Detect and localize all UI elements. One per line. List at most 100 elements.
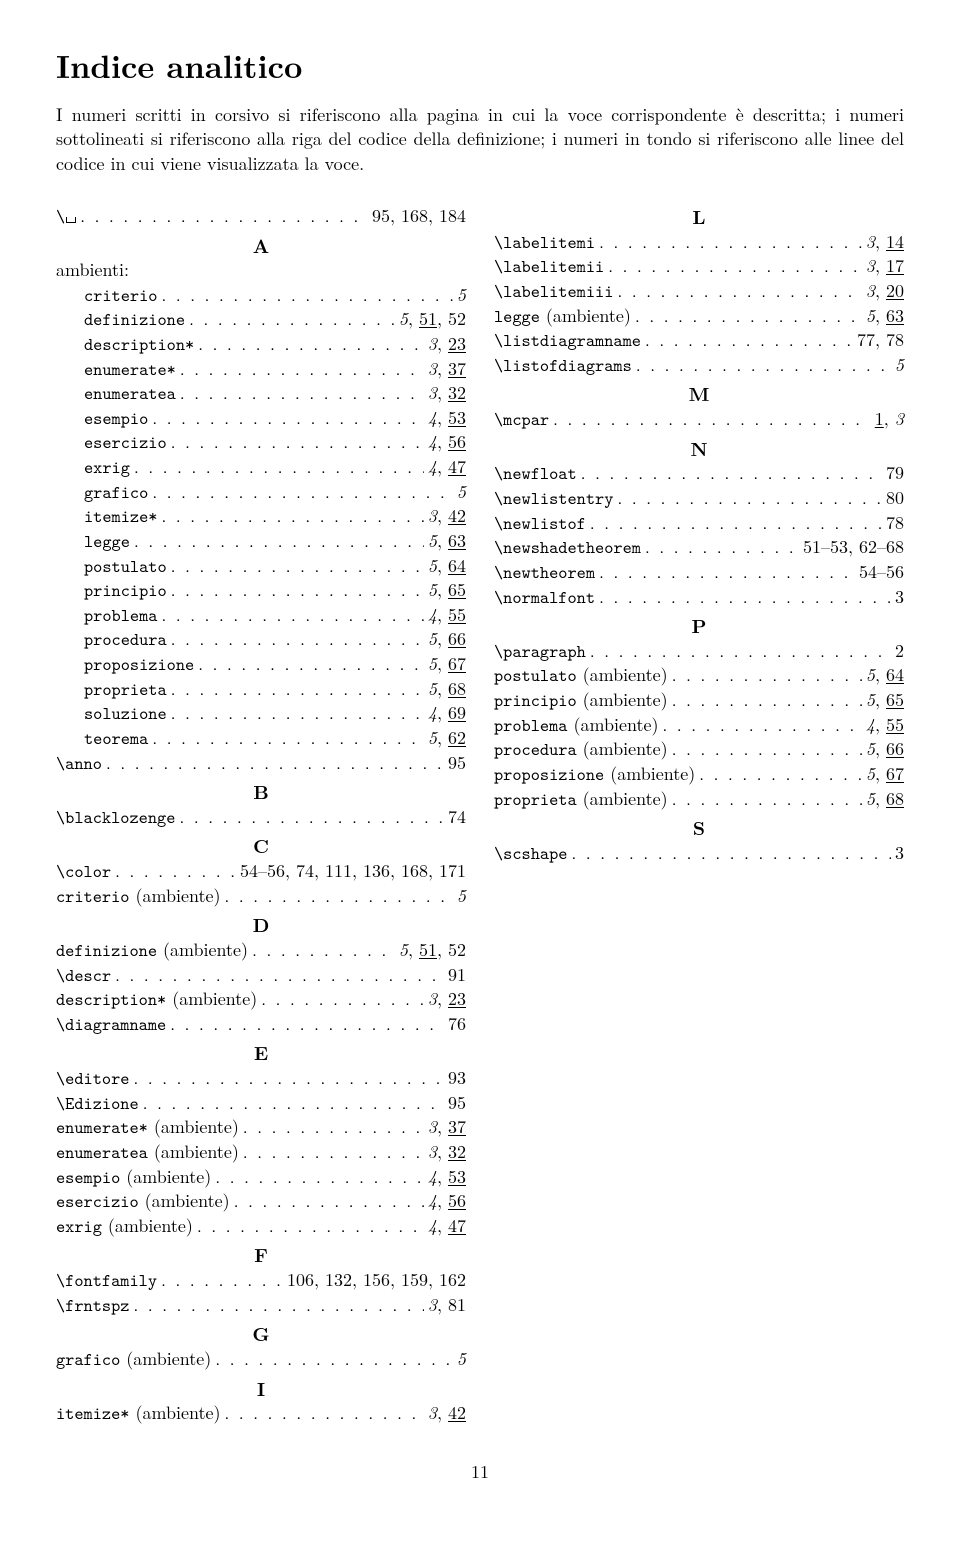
leader-dots (636, 353, 891, 377)
section-letter: A (56, 233, 466, 259)
index-term: proprieta (ambiente) (494, 787, 668, 812)
index-entry: \newfloat79 (494, 461, 904, 486)
index-entry: esempio (ambiente)4, 53 (56, 1165, 466, 1190)
index-term: exrig (ambiente) (56, 1214, 193, 1239)
index-term: \anno (56, 751, 102, 776)
index-term: enumeratea (ambiente) (56, 1140, 239, 1165)
index-pages: 5 (457, 283, 466, 307)
index-pages: 4, 55 (428, 603, 466, 627)
leader-dots (134, 529, 424, 553)
index-entry: enumerate*3, 37 (56, 357, 466, 382)
index-pages: 91 (448, 963, 466, 987)
index-entry: enumeratea (ambiente) 3, 32 (56, 1140, 466, 1165)
index-pages: 79 (886, 461, 904, 485)
leader-dots (252, 938, 395, 962)
index-pages: 5, 63 (866, 304, 904, 328)
index-entry: exrig (ambiente) 4, 47 (56, 1214, 466, 1239)
index-pages: 3 (895, 585, 904, 609)
index-term: grafico (ambiente) (56, 1347, 211, 1372)
leader-dots (645, 328, 853, 352)
index-pages: 95 (448, 751, 466, 775)
index-term: \diagramname (56, 1012, 166, 1037)
index-pages: 3, 23 (428, 332, 466, 356)
leader-dots (617, 279, 861, 303)
index-entry: \labelitemii3, 17 (494, 254, 904, 279)
section-letter: E (56, 1040, 466, 1066)
index-pages: 95, 168, 184 (372, 204, 466, 228)
index-pages: 5, 64 (428, 554, 466, 578)
index-entry: \scshape3 (494, 841, 904, 866)
index-entry: grafico 5 (56, 480, 466, 505)
leader-dots (197, 1214, 424, 1238)
index-entry: \Edizione95 (56, 1091, 466, 1116)
index-entry: proprieta (ambiente) 5, 68 (494, 787, 904, 812)
index-entry: problema (ambiente)4, 55 (494, 713, 904, 738)
index-entry: \descr91 (56, 963, 466, 988)
leader-dots (180, 381, 424, 405)
index-term: definizione (ambiente) (56, 938, 248, 963)
index-pages: 3, 20 (866, 279, 904, 303)
leader-dots (198, 332, 424, 356)
index-pages: 1, 3 (875, 407, 904, 431)
index-term: criterio (84, 283, 158, 308)
index-pages: 4, 56 (428, 1189, 466, 1213)
index-pages: 3 (895, 841, 904, 865)
leader-dots (189, 307, 395, 331)
index-entry: esempio4, 53 (56, 406, 466, 431)
leader-dots (234, 1189, 424, 1213)
leader-dots (699, 762, 862, 786)
index-entry: legge5, 63 (56, 529, 466, 554)
index-term: enumeratea (84, 381, 176, 406)
index-term: \labelitemiii (494, 279, 613, 304)
index-term: description* (ambiente) (56, 987, 257, 1012)
index-entry: enumeratea3, 32 (56, 381, 466, 406)
index-pages: 4, 56 (428, 430, 466, 454)
index-pages: 3, 32 (428, 1140, 466, 1164)
index-pages: 4, 69 (428, 701, 466, 725)
index-pages: 3, 23 (428, 987, 466, 1011)
index-pages: 5, 66 (866, 737, 904, 761)
index-term: \newshadetheorem (494, 535, 641, 560)
index-term: \frntspz (56, 1293, 130, 1318)
section-letter: I (56, 1376, 466, 1402)
index-pages: 3, 42 (428, 1401, 466, 1425)
leader-dots (599, 560, 855, 584)
leader-dots (225, 884, 453, 908)
leader-dots (134, 1066, 445, 1090)
index-entry: exrig4, 47 (56, 455, 466, 480)
index-pages: 5, 67 (866, 762, 904, 786)
index-pages: 95 (448, 1091, 466, 1115)
index-pages: 2 (895, 639, 904, 663)
index-term: itemize* (84, 504, 158, 529)
index-entry: \blacklozenge74 (56, 805, 466, 830)
index-entry: \fontfamily106, 132, 156, 159, 162 (56, 1268, 466, 1293)
leader-dots (180, 357, 424, 381)
index-entry: \labelitemi3, 14 (494, 230, 904, 255)
index-pages: 5, 68 (866, 787, 904, 811)
index-pages: 5 (457, 480, 466, 504)
index-term: grafico (84, 480, 148, 505)
index-entry: grafico (ambiente)5 (56, 1347, 466, 1372)
leader-dots (553, 407, 871, 431)
index-pages: 3, 37 (428, 1115, 466, 1139)
leader-dots (171, 578, 424, 602)
index-entry: itemize*3, 42 (56, 504, 466, 529)
leader-dots (672, 787, 862, 811)
index-entry: principio (ambiente)5, 65 (494, 688, 904, 713)
index-pages: 4, 47 (428, 1214, 466, 1238)
index-entry: legge (ambiente)5, 63 (494, 304, 904, 329)
index-term: enumerate* (ambiente) (56, 1115, 239, 1140)
index-pages: 3, 37 (428, 357, 466, 381)
index-pages: 5, 67 (428, 652, 466, 676)
leader-dots (261, 987, 424, 1011)
index-entry: postulato (ambiente)5, 64 (494, 663, 904, 688)
index-term: \labelitemii (494, 254, 604, 279)
index-term: \listdiagramname (494, 328, 641, 353)
leader-dots (162, 283, 453, 307)
index-term: teorema (84, 726, 148, 751)
index-entry: \paragraph2 (494, 639, 904, 664)
leader-dots (215, 1165, 423, 1189)
index-pages: 5, 63 (428, 529, 466, 553)
index-term: \blacklozenge (56, 805, 175, 830)
index-entry: \labelitemiii 3, 20 (494, 279, 904, 304)
